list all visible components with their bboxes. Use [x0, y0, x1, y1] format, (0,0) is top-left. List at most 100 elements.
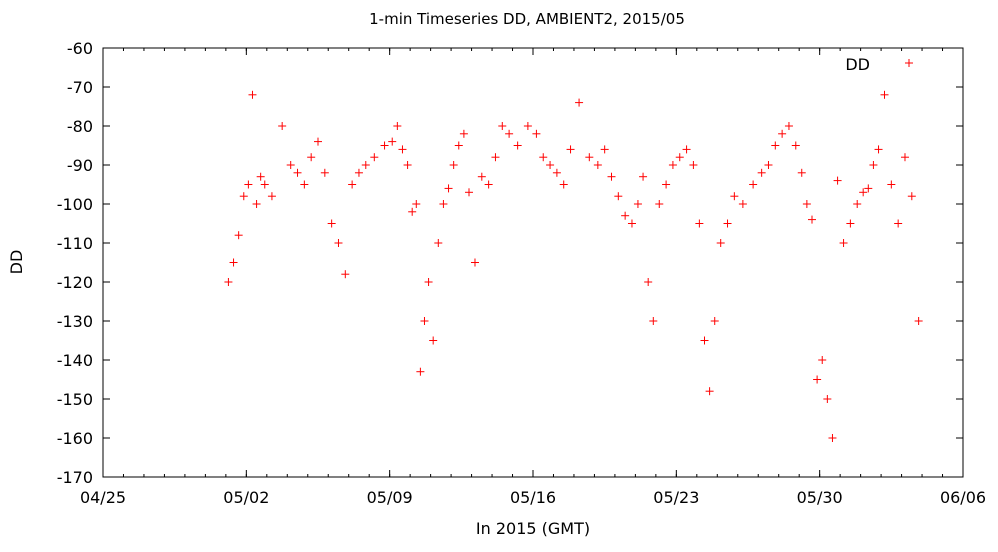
- data-point: [575, 98, 584, 107]
- data-point: [627, 219, 636, 228]
- data-point: [716, 239, 725, 247]
- data-point: [293, 168, 302, 177]
- data-point: [828, 434, 837, 442]
- data-point: [267, 192, 276, 201]
- data-point: [705, 387, 714, 396]
- data-point: [723, 219, 732, 228]
- y-tick-label: -60: [67, 39, 93, 58]
- data-point: [252, 200, 261, 208]
- data-point: [444, 184, 453, 193]
- data-point: [388, 137, 397, 146]
- data-point: [764, 161, 773, 169]
- plot-frame: [102, 47, 964, 478]
- y-axis-label: DD: [7, 250, 26, 275]
- data-point: [278, 122, 287, 130]
- data-point: [370, 153, 379, 162]
- data-point: [633, 200, 642, 208]
- data-point: [320, 168, 329, 177]
- x-axis-label: In 2015 (GMT): [476, 519, 590, 538]
- data-point: [846, 219, 855, 228]
- data-point: [412, 200, 421, 208]
- data-point: [749, 180, 758, 189]
- data-point: [434, 239, 443, 247]
- y-tick-label: -130: [57, 312, 93, 331]
- data-point: [839, 239, 848, 247]
- data-point: [505, 129, 514, 138]
- data-point: [607, 172, 616, 181]
- data-point: [914, 317, 923, 325]
- data-point: [784, 122, 793, 130]
- legend-label-dd: DD: [845, 55, 870, 74]
- data-point: [244, 180, 253, 189]
- data-point: [420, 317, 429, 325]
- data-point: [229, 258, 238, 267]
- x-tick-label: 06/06: [940, 488, 986, 507]
- y-tick-label: -140: [57, 351, 93, 370]
- data-point: [459, 129, 468, 138]
- data-point: [585, 153, 594, 162]
- data-point: [408, 207, 417, 216]
- data-point: [523, 122, 532, 130]
- data-point: [874, 145, 883, 154]
- data-point: [655, 200, 664, 208]
- data-point: [682, 145, 691, 154]
- y-tick-label: -170: [57, 468, 93, 487]
- data-point: [498, 122, 507, 130]
- data-point: [300, 180, 309, 189]
- data-point: [234, 231, 243, 240]
- data-point: [449, 161, 458, 169]
- data-point: [341, 270, 350, 279]
- y-tick-label: -80: [67, 117, 93, 136]
- data-point: [539, 153, 548, 162]
- y-tick-label: -120: [57, 273, 93, 292]
- data-point: [465, 188, 474, 197]
- data-point: [900, 153, 909, 162]
- data-point: [491, 153, 500, 162]
- data-point: [393, 122, 402, 130]
- data-point: [621, 211, 630, 220]
- data-point: [907, 192, 916, 201]
- data-point: [600, 145, 609, 154]
- data-point: [710, 317, 719, 325]
- data-point: [807, 215, 816, 224]
- data-point: [513, 141, 522, 150]
- data-point: [730, 192, 739, 201]
- data-point: [894, 219, 903, 228]
- data-point: [859, 188, 868, 197]
- data-point: [778, 129, 787, 138]
- data-point: [260, 180, 269, 189]
- x-tick-label: 05/30: [797, 488, 843, 507]
- data-point: [797, 168, 806, 177]
- data-point: [307, 153, 316, 162]
- data-point: [424, 278, 433, 286]
- data-point: [566, 145, 575, 154]
- data-point: [668, 161, 677, 169]
- data-point: [552, 168, 561, 177]
- data-point: [439, 200, 448, 208]
- y-tick-label: -70: [67, 78, 93, 97]
- data-point: [614, 192, 623, 201]
- data-point: [700, 336, 709, 345]
- data-point: [738, 200, 747, 208]
- data-point: [224, 278, 233, 286]
- data-point: [470, 258, 479, 267]
- chart-title: 1-min Timeseries DD, AMBIENT2, 2015/05: [369, 10, 685, 28]
- data-point: [454, 141, 463, 150]
- data-point: [823, 395, 832, 403]
- x-tick-label: 05/02: [223, 488, 269, 507]
- data-point: [675, 153, 684, 162]
- data-point: [662, 180, 671, 189]
- legend: DD: [845, 55, 913, 74]
- data-point: [771, 141, 780, 150]
- data-point: [559, 180, 568, 189]
- data-point: [239, 192, 248, 201]
- data-point: [248, 90, 257, 99]
- data-point: [348, 180, 357, 189]
- data-point: [546, 161, 555, 169]
- y-tick-label: -110: [57, 234, 93, 253]
- data-point: [286, 161, 295, 169]
- x-tick-label: 05/09: [367, 488, 413, 507]
- y-tick-label: -100: [57, 195, 93, 214]
